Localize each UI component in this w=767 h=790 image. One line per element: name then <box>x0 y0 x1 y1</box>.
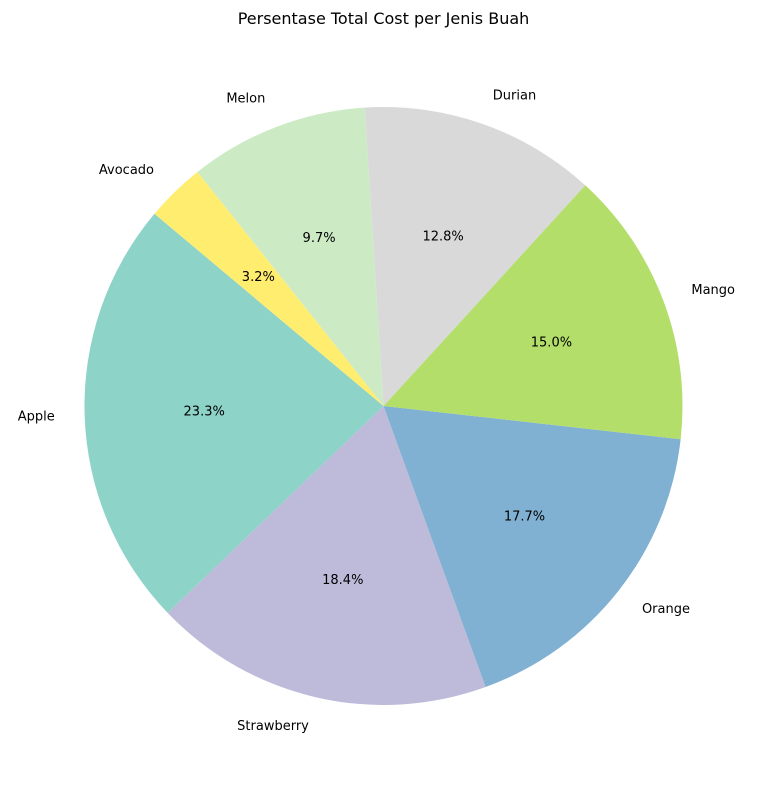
pie-slice-mango <box>383 185 683 440</box>
pie-slice-durian <box>364 107 586 406</box>
slice-percent-strawberry: 18.4% <box>322 573 363 588</box>
slice-label-durian: Durian <box>493 88 536 103</box>
slice-percent-orange: 17.7% <box>504 509 545 524</box>
slice-percent-mango: 15.0% <box>531 335 572 350</box>
slice-percent-durian: 12.8% <box>422 229 463 244</box>
slice-label-apple: Apple <box>18 409 55 424</box>
chart-title: Persentase Total Cost per Jenis Buah <box>238 9 530 28</box>
pie-labels: Apple 23.3% Strawberry 18.4% Orange 17.7% Mang… <box>18 88 735 734</box>
pie-slice-avocado <box>154 171 384 406</box>
pie-slices <box>84 107 683 705</box>
pie-slice-orange <box>383 406 681 688</box>
pie-slice-apple <box>84 213 384 613</box>
slice-label-melon: Melon <box>226 92 265 107</box>
slice-label-orange: Orange <box>642 602 690 617</box>
slice-label-avocado: Avocado <box>99 163 154 178</box>
pie-slice-strawberry <box>167 406 486 705</box>
slice-label-mango: Mango <box>691 283 735 298</box>
slice-percent-avocado: 3.2% <box>242 270 275 285</box>
slice-label-strawberry: Strawberry <box>237 719 309 734</box>
pie-slice-melon <box>197 107 384 406</box>
slice-percent-apple: 23.3% <box>184 404 225 419</box>
slice-percent-melon: 9.7% <box>303 231 336 246</box>
